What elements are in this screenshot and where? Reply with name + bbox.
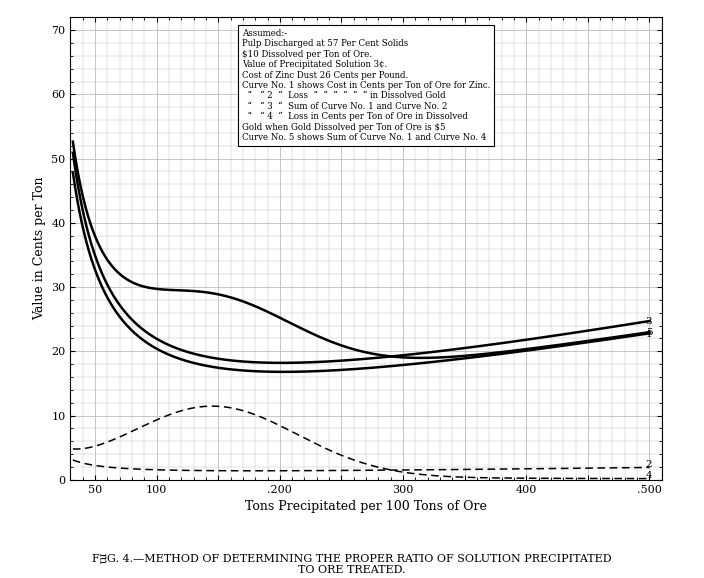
X-axis label: Tons Precipitated per 100 Tons of Ore: Tons Precipitated per 100 Tons of Ore — [245, 500, 487, 513]
Text: 3: 3 — [646, 317, 653, 327]
Text: 4: 4 — [646, 471, 653, 480]
Y-axis label: Value in Cents per Ton: Value in Cents per Ton — [32, 177, 46, 320]
Text: 5: 5 — [646, 328, 653, 338]
Text: 2: 2 — [646, 460, 653, 469]
Text: FᴟG. 4.—METHOD OF DETERMINING THE PROPER RATIO OF SOLUTION PRECIPITATED
TO ORE T: FᴟG. 4.—METHOD OF DETERMINING THE PROPER… — [92, 554, 612, 575]
Text: 1: 1 — [646, 329, 653, 339]
Text: Assumed:-
Pulp Discharged at 57 Per Cent Solids
\$10 Dissolved per Ton of Ore.
V: Assumed:- Pulp Discharged at 57 Per Cent… — [242, 29, 490, 142]
